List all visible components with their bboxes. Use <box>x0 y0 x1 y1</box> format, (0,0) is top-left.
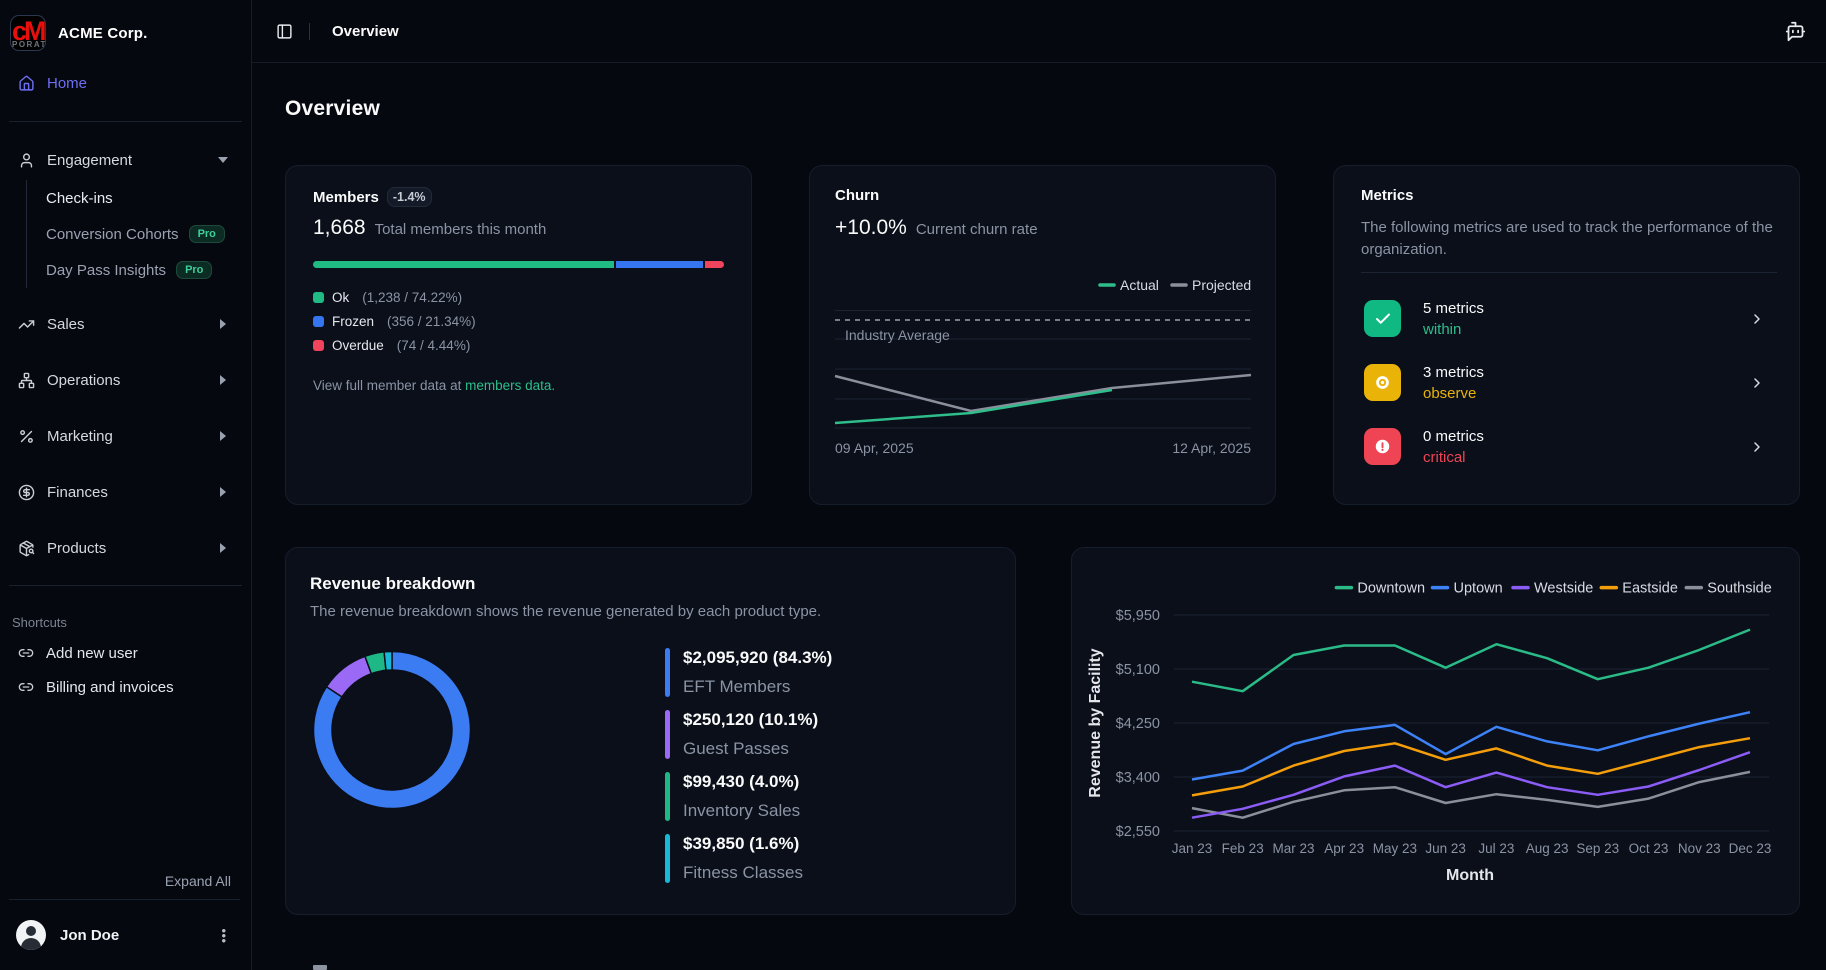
svg-text:12 Apr, 2025: 12 Apr, 2025 <box>1172 440 1251 456</box>
svg-text:Month: Month <box>1446 867 1494 884</box>
svg-text:$2,550: $2,550 <box>1116 824 1160 840</box>
svg-text:Aug 23: Aug 23 <box>1526 841 1569 856</box>
svg-text:$5,950: $5,950 <box>1116 608 1160 624</box>
svg-text:Dec 23: Dec 23 <box>1729 841 1772 856</box>
svg-text:Downtown: Downtown <box>1357 581 1425 597</box>
svg-text:Oct 23: Oct 23 <box>1629 841 1669 856</box>
svg-text:Apr 23: Apr 23 <box>1324 841 1364 856</box>
svg-text:09 Apr, 2025: 09 Apr, 2025 <box>835 440 914 456</box>
svg-text:Eastside: Eastside <box>1622 581 1678 597</box>
svg-text:Jan 23: Jan 23 <box>1172 841 1213 856</box>
svg-text:Industry Average: Industry Average <box>845 327 950 343</box>
svg-text:Nov 23: Nov 23 <box>1678 841 1721 856</box>
svg-text:$4,250: $4,250 <box>1116 716 1160 732</box>
svg-text:Jun 23: Jun 23 <box>1425 841 1466 856</box>
svg-text:$5,100: $5,100 <box>1116 662 1160 678</box>
svg-text:Southside: Southside <box>1707 581 1772 597</box>
svg-text:Projected: Projected <box>1192 277 1251 293</box>
svg-text:Feb 23: Feb 23 <box>1222 841 1264 856</box>
svg-text:Uptown: Uptown <box>1454 581 1503 597</box>
svg-text:$3,400: $3,400 <box>1116 770 1160 786</box>
svg-text:Mar 23: Mar 23 <box>1272 841 1314 856</box>
svg-text:May 23: May 23 <box>1373 841 1417 856</box>
svg-text:Jul 23: Jul 23 <box>1478 841 1514 856</box>
svg-text:Actual: Actual <box>1120 277 1159 293</box>
svg-text:Westside: Westside <box>1534 581 1593 597</box>
svg-text:Revenue by Facility: Revenue by Facility <box>1087 648 1104 797</box>
svg-text:Sep 23: Sep 23 <box>1576 841 1619 856</box>
